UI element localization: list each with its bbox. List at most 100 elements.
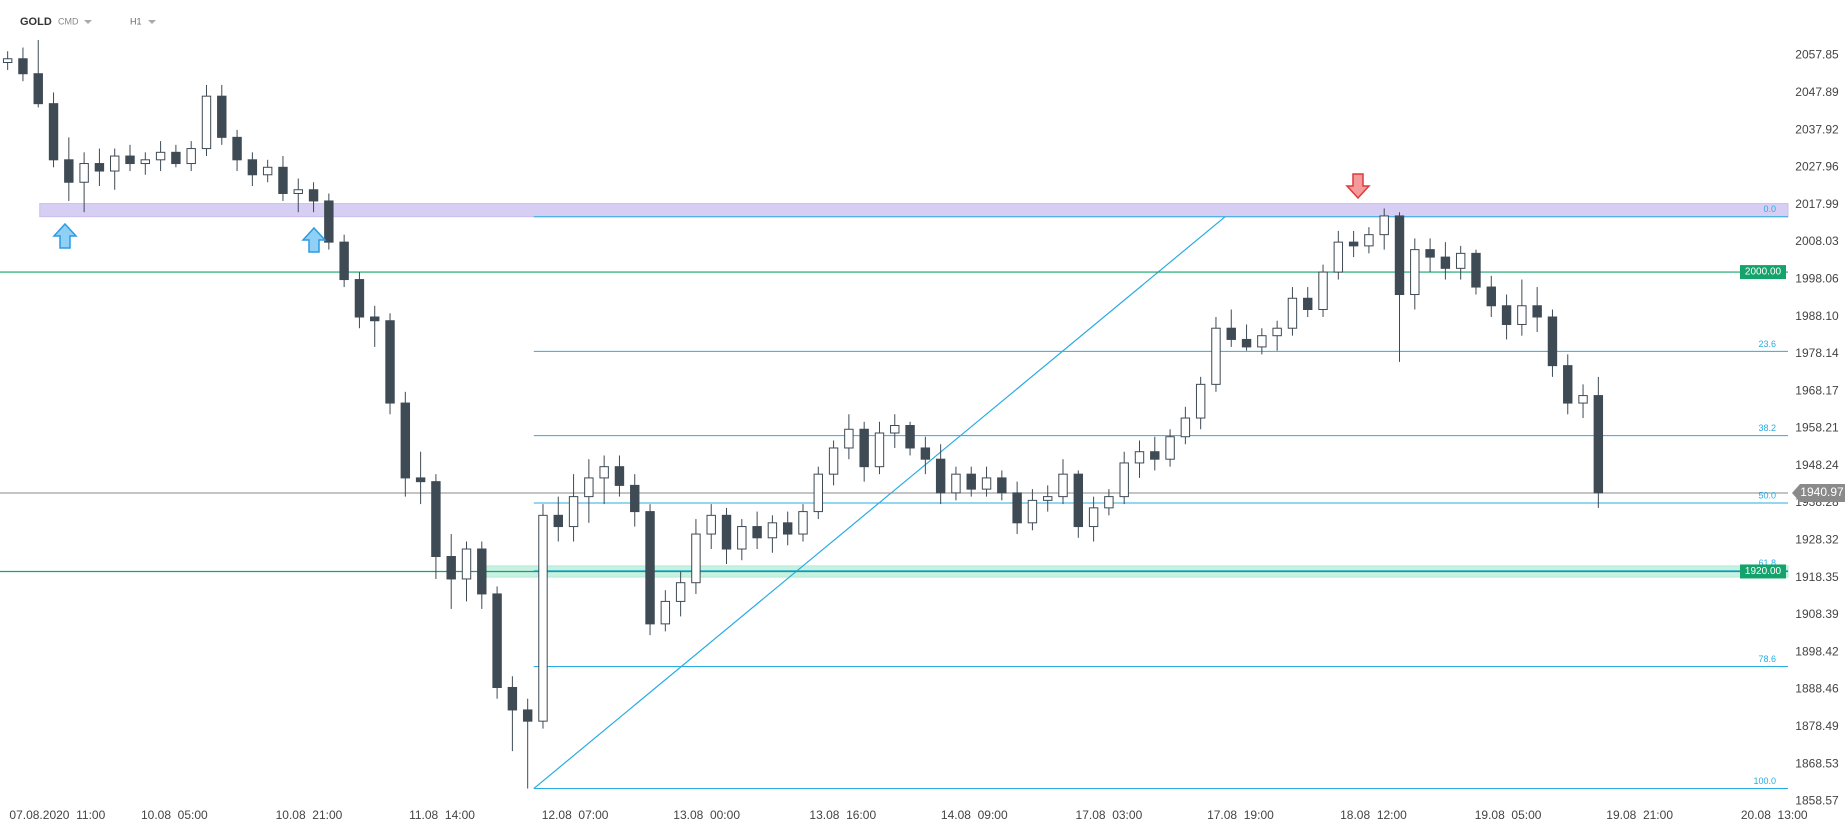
x-tick-label: 10.08 05:00 [141, 808, 208, 822]
dropdown-caret[interactable] [84, 20, 92, 24]
candle-body [2, 58, 13, 63]
candle-body [1119, 462, 1129, 498]
candle-body [1303, 297, 1313, 311]
timeframe[interactable]: H1 [130, 16, 142, 26]
candle-body [79, 163, 89, 183]
candle-body [492, 593, 502, 688]
x-tick-label: 17.08 19:00 [1207, 808, 1274, 822]
fib-label: 61.8 [1758, 558, 1776, 568]
candle-body [1333, 241, 1344, 273]
candle-body [370, 316, 380, 322]
x-tick-label: 07.08.2020 11:00 [9, 808, 105, 822]
fib-label: 0.0 [1763, 204, 1776, 214]
x-tick-label: 17.08 03:00 [1076, 808, 1143, 822]
y-tick-label: 1868.53 [1795, 756, 1839, 770]
candle-body [1150, 451, 1160, 460]
candle-body [1348, 241, 1359, 247]
price-level-label: 1920.00 [1745, 566, 1782, 577]
candle-body [874, 432, 885, 468]
y-tick-label: 2027.96 [1795, 160, 1839, 174]
candle-body [1440, 256, 1451, 269]
candle-body [675, 582, 686, 602]
candle-body [1043, 496, 1053, 501]
y-tick-label: 1948.24 [1795, 458, 1839, 472]
candle-body [94, 163, 105, 172]
fib-label: 38.2 [1758, 423, 1776, 433]
y-tick-label: 2047.89 [1795, 85, 1839, 99]
candle-body [890, 425, 900, 434]
candle-body [461, 548, 472, 580]
x-tick-label: 14.08 09:00 [941, 808, 1008, 822]
candle-body [966, 473, 976, 490]
candle-body [1134, 451, 1145, 464]
candle-body [599, 466, 609, 479]
candle-body [1517, 305, 1527, 325]
candle-body [1088, 507, 1099, 528]
up-arrow [52, 222, 78, 249]
y-tick-label: 1928.32 [1795, 533, 1839, 547]
x-tick-label: 13.08 00:00 [673, 808, 740, 822]
price-level-box [1740, 265, 1786, 280]
current-price-label: 1940.97 [1800, 485, 1844, 499]
candle-body [1012, 492, 1022, 524]
candle-body [171, 151, 181, 165]
y-tick-label: 1978.14 [1795, 346, 1839, 360]
symbol[interactable]: GOLD [20, 16, 52, 28]
candle-body [155, 151, 166, 161]
candle-body [308, 189, 319, 202]
candle-body [1180, 417, 1191, 438]
candle-body [1104, 496, 1114, 509]
candle-body [859, 428, 869, 468]
candle-body [1364, 234, 1374, 247]
candle-body [951, 473, 961, 494]
candle-body [782, 522, 793, 535]
dropdown-caret[interactable] [148, 20, 156, 24]
market[interactable]: CMD [58, 16, 79, 26]
lines [0, 216, 1788, 790]
candle-body [324, 200, 334, 243]
candle-body [997, 477, 1007, 494]
candle-body [415, 477, 426, 483]
fib-label: 23.6 [1758, 339, 1776, 349]
candle-body [1501, 305, 1512, 325]
x-tick-label: 11.08 14:00 [409, 808, 475, 822]
candle-body [706, 514, 716, 535]
candle-body [981, 477, 992, 490]
y-tick-label: 1968.17 [1795, 383, 1839, 397]
candle-body [691, 533, 701, 584]
candle-body [660, 600, 671, 625]
candle-body [18, 58, 28, 75]
candle-body [1073, 473, 1084, 528]
labels: 2057.85 2047.89 2037.92 2027.96 2017.99 2008.… [9, 48, 1845, 822]
y-tick-label: 2017.99 [1795, 197, 1839, 211]
candle-body [645, 511, 655, 625]
y-tick-label: 1858.57 [1795, 794, 1839, 808]
candle-body [140, 159, 151, 165]
y-tick-label: 1918.35 [1795, 570, 1839, 584]
candle-body [1410, 249, 1420, 296]
x-tick-label: 19.08 05:00 [1475, 808, 1542, 822]
y-tick-label: 1898.42 [1795, 644, 1839, 658]
x-tick-label: 18.08 12:00 [1340, 808, 1407, 822]
candle-body [1241, 338, 1252, 348]
y-tick-label: 2008.03 [1795, 234, 1839, 248]
candle-body [1394, 215, 1405, 296]
candle-body [446, 556, 456, 580]
candle-body [844, 428, 854, 449]
candle-body [767, 522, 778, 539]
y-tick-label: 1888.46 [1795, 682, 1839, 696]
candle-body [553, 514, 563, 528]
candle-body [737, 526, 747, 550]
fib-label: 78.6 [1758, 654, 1776, 664]
candle-body [1532, 305, 1542, 318]
trend-line [533, 216, 1226, 789]
candle-body [828, 447, 839, 475]
candle-body [201, 95, 212, 150]
candle-body [64, 159, 74, 183]
candle-body [1547, 316, 1558, 367]
candle-body [1563, 365, 1573, 404]
candle-body [1578, 395, 1588, 404]
candle-body [1257, 335, 1267, 348]
y-tick-label: 1998.06 [1795, 272, 1839, 286]
